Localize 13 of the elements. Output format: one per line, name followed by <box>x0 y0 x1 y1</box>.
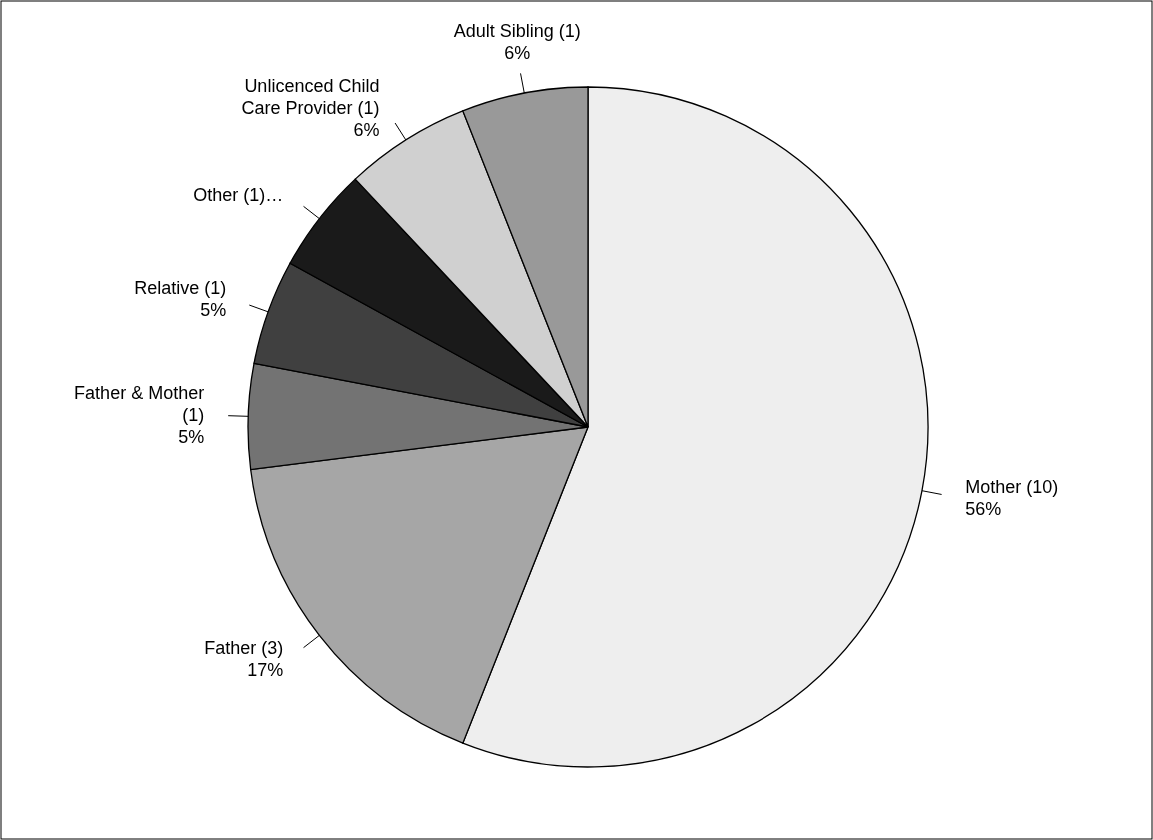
data-label: 5% <box>200 299 227 320</box>
data-label: 56% <box>965 498 1002 519</box>
legend-label: Mother (10) <box>965 476 1059 497</box>
slice-label: Other (1)… <box>193 185 284 206</box>
slice-label: Father (3) <box>204 637 284 658</box>
slice-label: Adult Sibling (1) <box>453 20 581 41</box>
data-label: 17% <box>247 659 284 680</box>
data-label: 6% <box>504 42 531 63</box>
data-label: 6% <box>353 119 380 140</box>
slice-label: Relative (1) <box>134 277 227 298</box>
slice-label: Father & Mother (1) <box>74 383 205 426</box>
slice-label: Unlicenced Child Care Provider (1) <box>241 75 380 118</box>
data-label: 5% <box>178 427 205 448</box>
